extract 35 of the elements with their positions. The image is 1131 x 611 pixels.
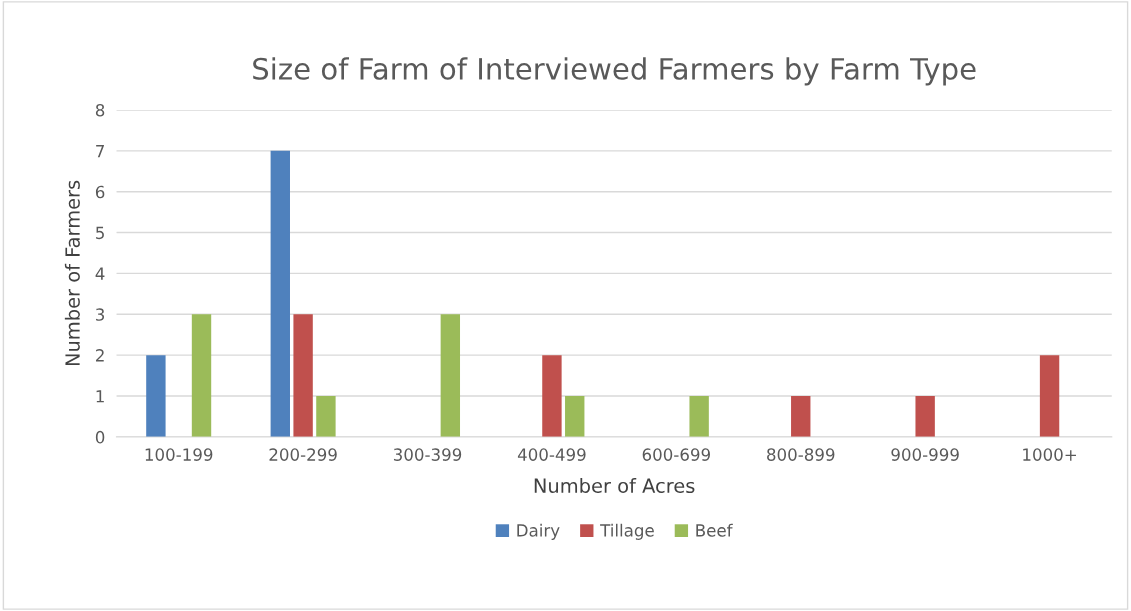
y-tick-label: 8 <box>95 103 105 117</box>
legend-label: Beef <box>696 523 733 537</box>
bar <box>440 314 461 437</box>
bar <box>146 355 166 437</box>
x-tick-label: 400-499 <box>517 448 586 461</box>
y-tick-label: 7 <box>96 145 104 158</box>
y-tick-label: 0 <box>95 430 105 444</box>
y-tick-label: 5 <box>96 226 104 240</box>
x-axis-title: Number of Acres <box>534 478 695 494</box>
legend-label: Tillage <box>600 523 654 540</box>
bar <box>791 396 811 437</box>
x-tick-label: 600-699 <box>642 448 710 461</box>
x-tick-label: 300-399 <box>393 448 462 461</box>
legend-label: Dairy <box>517 523 560 540</box>
x-tick-label: 800-899 <box>767 448 835 461</box>
bar <box>689 396 709 437</box>
x-tick-label: 100-199 <box>145 448 213 461</box>
x-tick-label: 200-299 <box>269 448 337 461</box>
y-tick-label: 2 <box>96 349 104 362</box>
bar <box>270 150 290 437</box>
y-tick-label: 1 <box>96 390 104 403</box>
bar <box>915 396 935 437</box>
bar <box>191 314 212 437</box>
x-tick-label: 900-999 <box>891 448 959 461</box>
y-tick-label: 6 <box>95 185 105 199</box>
x-tick-label: 1000+ <box>1023 448 1076 461</box>
bar <box>293 314 313 437</box>
bar <box>542 355 562 437</box>
chart-title: Size of Farm of Interviewed Farmers by Farm Type <box>253 57 976 86</box>
y-tick-label: 4 <box>95 267 105 280</box>
y-axis-title: Number of Farmers <box>64 180 80 366</box>
y-tick-label: 3 <box>96 308 105 321</box>
bar <box>565 396 585 437</box>
bar <box>1039 355 1060 437</box>
bar <box>316 396 336 437</box>
